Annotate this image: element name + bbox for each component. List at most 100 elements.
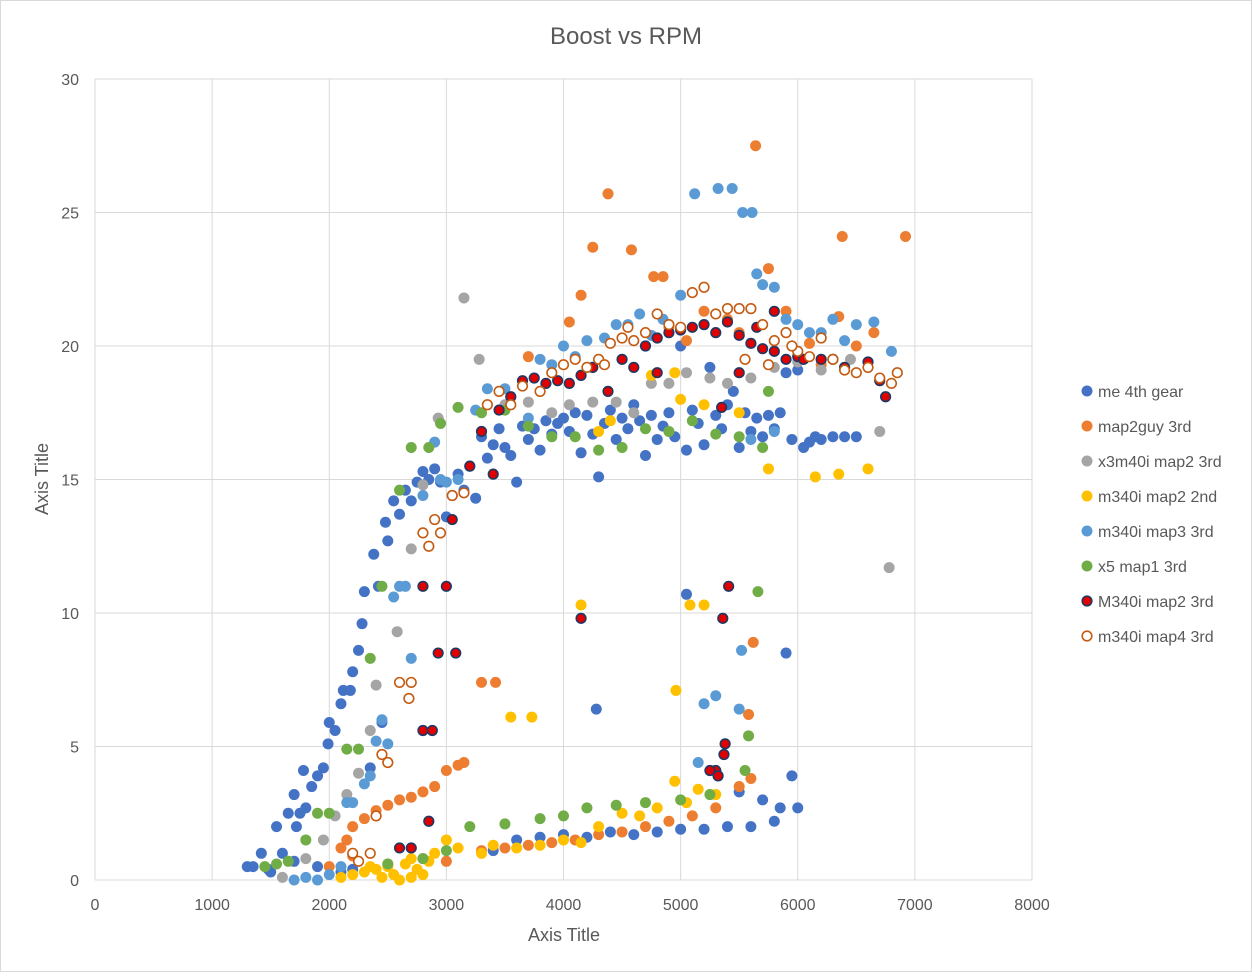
data-point — [394, 874, 406, 886]
data-point — [827, 431, 839, 443]
data-point — [440, 845, 452, 857]
data-point — [727, 385, 739, 397]
data-point — [364, 770, 376, 782]
data-point — [745, 821, 757, 833]
data-point — [288, 789, 300, 801]
data-point — [718, 748, 730, 761]
data-point — [762, 463, 774, 475]
data-point — [827, 353, 839, 365]
data-point — [721, 377, 733, 389]
data-point — [815, 433, 827, 445]
data-point — [639, 327, 652, 339]
data-point — [710, 690, 722, 702]
data-point — [534, 839, 546, 851]
y-tick-label: 10 — [61, 606, 79, 623]
data-point — [499, 842, 511, 854]
data-point — [838, 364, 851, 376]
data-point — [282, 807, 294, 819]
data-point — [563, 316, 575, 328]
data-point — [505, 449, 517, 461]
data-point — [557, 359, 570, 371]
data-point — [347, 666, 359, 678]
data-point — [786, 770, 798, 782]
data-point — [885, 377, 898, 389]
data-point — [743, 708, 755, 720]
data-point — [405, 441, 417, 453]
data-point — [534, 353, 546, 365]
y-axis-title: Axis Title — [32, 443, 52, 515]
x-tick-label: 4000 — [546, 897, 582, 914]
data-point — [353, 767, 365, 779]
data-point — [651, 826, 663, 838]
data-point — [534, 385, 546, 397]
data-point — [593, 829, 605, 841]
data-point — [593, 471, 605, 483]
data-point — [335, 698, 347, 710]
legend-item: m340i map3 3rd — [1081, 524, 1214, 541]
data-point — [473, 353, 485, 365]
data-point — [487, 468, 499, 480]
data-point — [522, 396, 534, 408]
data-point — [737, 207, 749, 218]
data-point — [639, 340, 652, 352]
data-point — [511, 842, 523, 854]
data-point — [610, 319, 622, 331]
data-point — [558, 340, 569, 352]
legend-item: map2guy 3rd — [1081, 419, 1191, 436]
data-point — [379, 516, 391, 528]
series-6 — [393, 305, 892, 854]
data-point — [450, 647, 462, 659]
data-point — [692, 783, 704, 795]
y-tick-label: 25 — [61, 206, 79, 223]
data-point — [306, 781, 318, 793]
data-point — [757, 279, 769, 291]
data-point — [768, 425, 780, 437]
data-point — [487, 439, 499, 451]
data-point — [850, 319, 862, 331]
data-point — [405, 853, 417, 865]
data-point — [651, 367, 663, 379]
data-point — [780, 367, 792, 379]
data-point — [388, 591, 400, 603]
data-point — [868, 316, 880, 328]
data-point — [803, 327, 815, 339]
data-point — [440, 580, 452, 592]
data-point — [879, 391, 892, 403]
data-point — [511, 834, 523, 846]
data-point — [435, 417, 447, 429]
data-point — [663, 319, 675, 331]
y-tick-label: 0 — [70, 873, 79, 890]
data-point — [370, 735, 382, 747]
data-point — [833, 468, 845, 480]
data-point — [470, 492, 482, 504]
data-point — [768, 281, 780, 293]
data-point — [704, 764, 716, 777]
data-point — [733, 703, 745, 715]
data-point — [341, 743, 353, 755]
data-point — [382, 858, 394, 870]
data-point — [481, 399, 493, 411]
data-point — [850, 340, 862, 352]
data-point — [417, 869, 429, 881]
data-point — [358, 586, 370, 598]
data-point — [255, 847, 267, 859]
data-point — [757, 343, 769, 355]
data-point — [534, 444, 546, 456]
data-point — [891, 367, 903, 379]
data-point — [341, 789, 353, 801]
data-point — [282, 855, 294, 867]
data-point — [747, 636, 759, 648]
y-axis-ticks: 0 5 10 15 20 25 30 — [61, 72, 79, 890]
data-point — [604, 404, 616, 416]
series-2 — [276, 292, 895, 883]
x-tick-label: 0 — [91, 897, 100, 914]
data-point — [874, 372, 886, 384]
data-point — [546, 837, 558, 849]
data-point — [686, 321, 698, 333]
data-point — [712, 770, 724, 782]
data-point — [563, 377, 575, 389]
legend-item: x3m40i map2 3rd — [1081, 454, 1222, 471]
x-tick-label: 3000 — [429, 897, 465, 914]
data-point — [745, 372, 757, 384]
data-point — [780, 327, 792, 339]
